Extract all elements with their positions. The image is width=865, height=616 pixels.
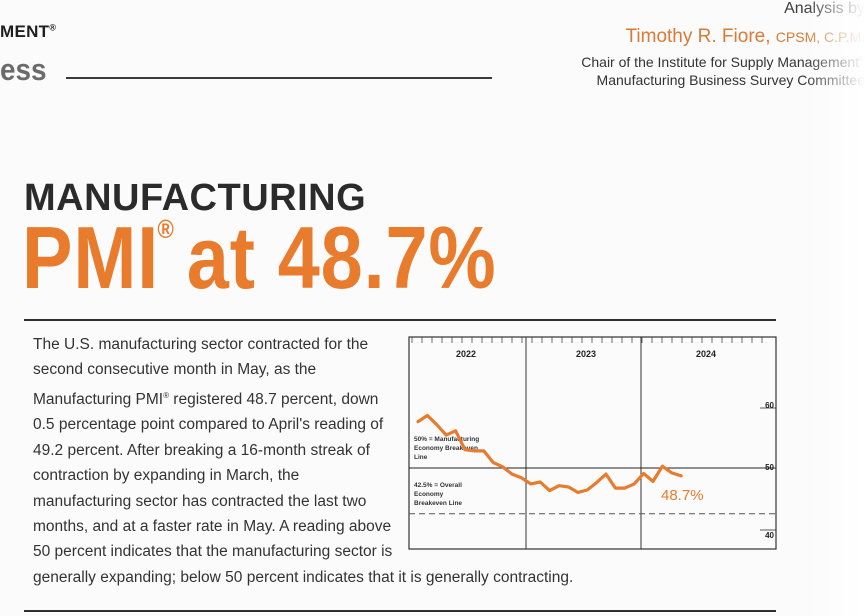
pmi-chart: 2022 2023 2024 60 50 40 50% = Manufactur…: [408, 336, 777, 550]
article-paragraph: The U.S. manufacturing sector contracted…: [33, 336, 574, 586]
bottom-divider: [24, 610, 776, 612]
y-tick-label-50: 50: [765, 463, 774, 472]
page-edge-fade: [805, 0, 865, 616]
chart-frame: [408, 336, 777, 550]
article-body: The U.S. manufacturing sector contracted…: [33, 332, 775, 590]
year-label-2024: 2024: [696, 349, 716, 359]
header-divider: [66, 77, 492, 79]
brand-subtitle-fragment: ess: [0, 52, 47, 87]
pmi-series-line: [416, 413, 683, 494]
year-label-2023: 2023: [576, 349, 596, 359]
year-label-2022: 2022: [456, 349, 476, 359]
manufacturing-breakeven-label: 50% = Manufacturing Economy Breakeven Li…: [414, 436, 481, 461]
headline-main: PMI® at 48.7%: [22, 208, 497, 307]
overall-economy-breakeven-label: 42.5% = Overall Economy Breakeven Line: [414, 482, 464, 507]
analysis-by-label: Analysis by: [0, 0, 865, 18]
author-title-line-2: Manufacturing Business Survey Committee: [596, 72, 865, 88]
month-ticks: [411, 337, 763, 343]
author-title-line-1: Chair of the Institute for Supply Manage…: [581, 54, 865, 70]
brand-name-fragment: MENT®: [0, 22, 57, 41]
current-value-label: 48.7%: [661, 487, 704, 504]
y-tick-label-60: 60: [765, 401, 774, 410]
y-tick-label-40: 40: [765, 531, 774, 540]
byline: Analysis by Timothy R. Fiore, CPSM, C.P.…: [0, 0, 865, 88]
pmi-chart-svg: 2022 2023 2024 60 50 40 50% = Manufactur…: [408, 336, 777, 550]
headline-kicker: MANUFACTURING: [24, 177, 367, 219]
author-name: Timothy R. Fiore, CPSM, C.P.M.: [0, 26, 865, 48]
headline-divider: [24, 319, 776, 321]
